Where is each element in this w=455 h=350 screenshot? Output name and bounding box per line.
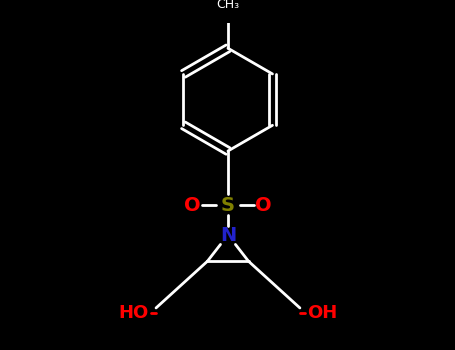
Text: CH₃: CH₃ <box>217 0 239 11</box>
Text: O: O <box>184 196 201 215</box>
Text: S: S <box>221 196 235 215</box>
Text: N: N <box>220 226 236 245</box>
Text: OH: OH <box>308 304 338 322</box>
Text: HO: HO <box>118 304 148 322</box>
Text: O: O <box>255 196 272 215</box>
